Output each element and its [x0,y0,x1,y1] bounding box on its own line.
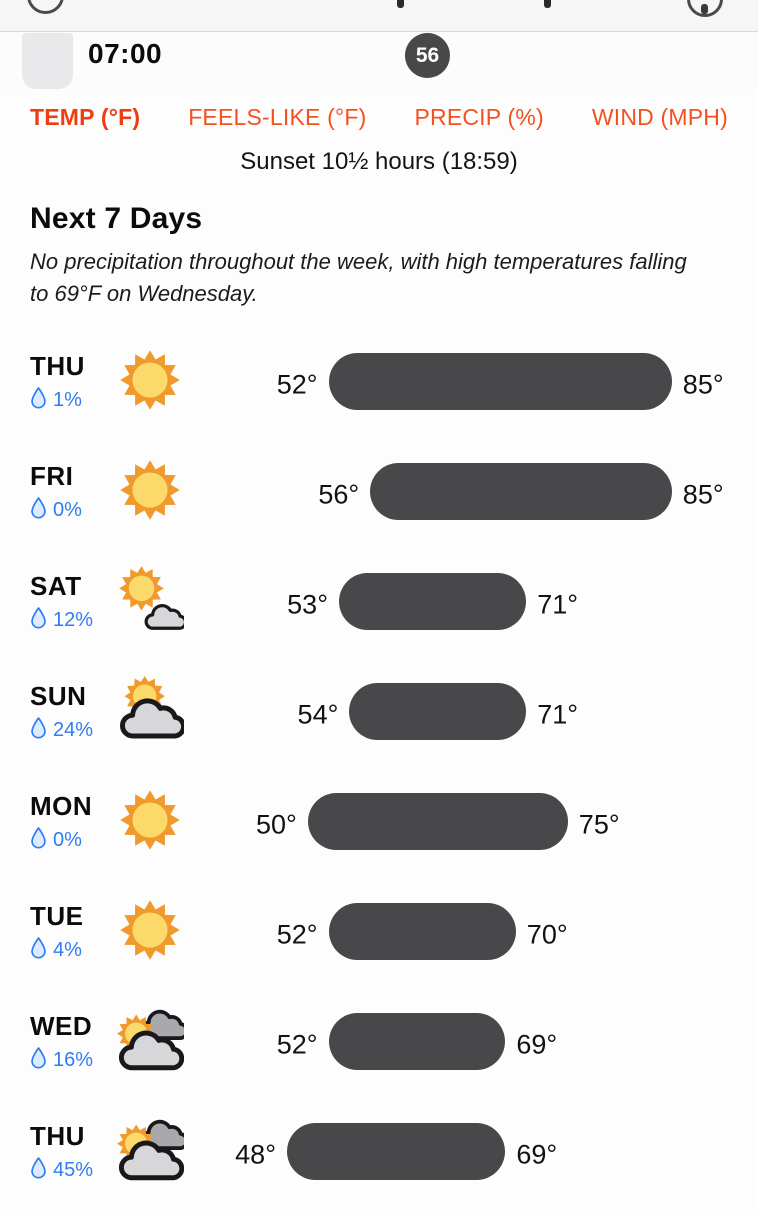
forecast-row[interactable]: MON 0% 50° 75° [0,770,758,880]
precip-chance: 45% [30,1156,93,1185]
sunset-note: Sunset 10½ hours (18:59) [240,148,518,175]
precip-percent: 24% [53,719,94,741]
water-drop-icon [30,1156,47,1185]
low-temp: 54° [297,699,339,730]
forecast-row[interactable]: WED 16% 52° 69° [0,990,758,1100]
water-drop-icon [30,826,47,855]
forecast-list: THU 1% 52° 85° FRI 0% 56° 85° SAT 12% 53° 71° SUN 24%… [0,330,758,1210]
temp-range-bar [349,683,527,740]
tab-temp[interactable]: TEMP (°F) [30,104,141,130]
precip-chance: 0% [30,496,82,525]
water-drop-icon [30,1046,47,1075]
low-temp: 56° [318,479,360,510]
precip-chance: 16% [30,1046,93,1075]
section-title: Next 7 Days [30,202,203,235]
mostly-sunny-icon [116,566,188,634]
precip-chance: 12% [30,606,93,635]
day-label: THU [30,351,85,381]
water-drop-icon [30,386,47,415]
high-temp: 69° [516,1139,558,1170]
precip-chance: 4% [30,936,82,965]
forecast-row[interactable]: TUE 4% 52° 70° [0,880,758,990]
metric-tabs: TEMP (°F) FEELS-LIKE (°F) PRECIP (%) WIND (… [0,104,758,131]
forecast-row[interactable]: FRI 0% 56° 85° [0,440,758,550]
high-temp: 71° [537,589,579,620]
forecast-row[interactable]: SUN 24% 54° 71° [0,660,758,770]
temp-range-bar [328,903,516,960]
mostly-cloudy-icon [116,1116,189,1184]
hourly-strip-row: 07:00 56 [0,32,758,91]
day-label: THU [30,1121,85,1151]
tab-precip[interactable]: PRECIP (%) [414,104,544,130]
high-temp: 85° [682,479,724,510]
info-icon-dot [701,4,708,14]
sunny-icon [116,896,184,964]
low-temp: 53° [287,589,328,620]
temp-range-bar [370,463,672,520]
top-chrome [0,0,758,32]
precip-percent: 4% [53,939,82,961]
day-label: TUE [30,901,84,931]
mostly-cloudy-icon [116,1006,189,1074]
high-temp: 85° [682,369,724,400]
high-temp: 69° [516,1029,558,1060]
hour-temp-badge: 56 [405,33,450,78]
low-temp: 52° [276,1029,318,1060]
sunny-icon [116,346,184,414]
water-drop-icon [30,936,47,965]
water-drop-icon [30,496,47,525]
day-label: WED [30,1011,93,1041]
water-drop-icon [30,716,47,745]
cutoff-title-glyph [544,0,551,8]
precip-percent: 12% [53,609,94,631]
sunny-icon [116,786,184,854]
tab-wind[interactable]: WIND (MPH) [591,104,728,130]
precip-chance: 0% [30,826,82,855]
precip-chance: 1% [30,386,82,415]
temp-range-bar [287,1123,506,1180]
temp-range-bar [328,353,672,410]
selected-hour-highlight[interactable] [22,33,73,89]
day-label: FRI [30,461,74,491]
low-temp: 50° [255,809,297,840]
forecast-row[interactable]: THU 45% 48° 69° [0,1100,758,1210]
precip-percent: 45% [53,1159,94,1181]
sunny-icon [116,456,184,524]
day-label: SUN [30,681,87,711]
low-temp: 48° [235,1139,276,1170]
circle-button-icon[interactable] [27,0,64,14]
temp-range-bar [328,1013,506,1070]
temp-range-bar [307,793,568,850]
precip-chance: 24% [30,716,93,745]
temp-range-bar [339,573,527,630]
week-summary: No precipitation throughout the week, wi… [30,249,687,306]
precip-percent: 0% [53,829,82,851]
precip-percent: 16% [53,1049,94,1071]
day-label: MON [30,791,93,821]
forecast-row[interactable]: THU 1% 52° 85° [0,330,758,440]
low-temp: 52° [276,919,318,950]
forecast-row[interactable]: SAT 12% 53° 71° [0,550,758,660]
low-temp: 52° [276,369,318,400]
day-label: SAT [30,571,82,601]
precip-percent: 0% [53,499,82,521]
precip-percent: 1% [53,389,82,411]
high-temp: 71° [537,699,579,730]
water-drop-icon [30,606,47,635]
selected-hour-time: 07:00 [88,38,163,69]
partly-cloudy-icon [116,676,186,744]
high-temp: 75° [578,809,620,840]
tab-feels-like[interactable]: FEELS-LIKE (°F) [188,104,367,130]
high-temp: 70° [526,919,568,950]
cutoff-title-glyph [397,0,404,8]
